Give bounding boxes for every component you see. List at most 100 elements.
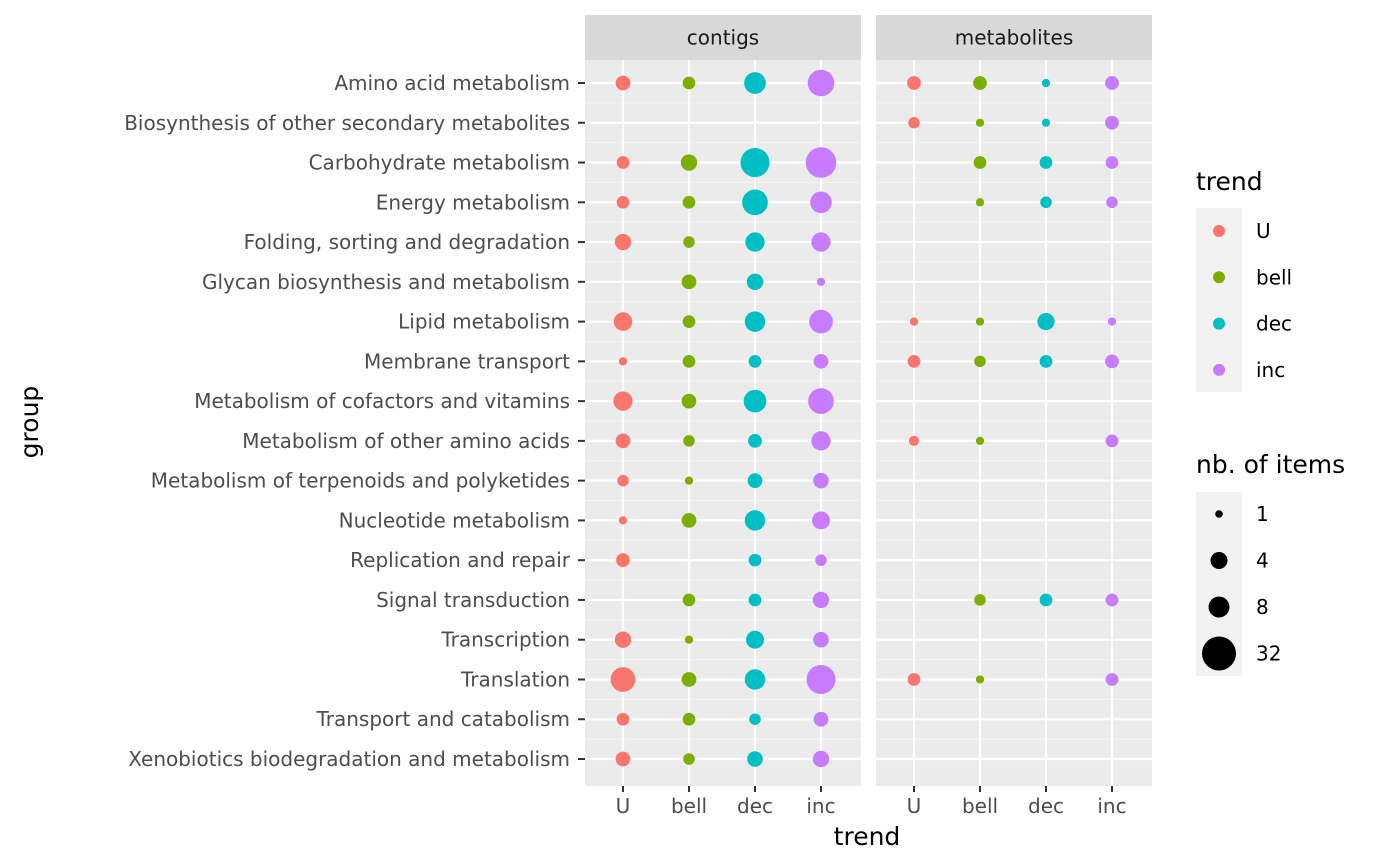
point-contigs-nucleotide-metabolism-bell: [681, 513, 697, 528]
y-tick-label-metabolism-of-terpenoids-and-polyketides: Metabolism of terpenoids and polyketides: [151, 469, 570, 493]
y-tick-label-translation: Translation: [460, 667, 570, 691]
point-metabolites-biosynthesis-of-other-secondary-metabolites-dec: [1041, 118, 1051, 127]
panel-contigs: contigs U bell dec inc: [585, 15, 861, 818]
point-contigs-replication-and-repair-u: [616, 553, 630, 568]
point-contigs-metabolism-of-other-amino-acids-dec: [748, 433, 762, 448]
point-metabolites-energy-metabolism-inc: [1106, 196, 1118, 209]
strip-label-contigs: contigs: [687, 26, 759, 50]
point-contigs-transport-and-catabolism-inc: [813, 711, 829, 727]
x-tick-label-metabolites-u: U: [907, 794, 922, 818]
point-metabolites-signal-transduction-dec: [1039, 593, 1053, 607]
y-tick-label-amino-acid-metabolism: Amino acid metabolism: [334, 71, 570, 95]
point-contigs-nucleotide-metabolism-inc: [812, 511, 830, 530]
legend-size-title: nb. of items: [1196, 450, 1345, 479]
point-contigs-transport-and-catabolism-bell: [682, 712, 696, 726]
point-contigs-lipid-metabolism-bell: [682, 315, 696, 328]
point-contigs-membrane-transport-inc: [813, 353, 829, 369]
point-metabolites-energy-metabolism-bell: [975, 198, 985, 207]
y-tick-label-xenobiotics-biodegradation-and-metabolism: Xenobiotics biodegradation and metabolis…: [128, 747, 570, 771]
point-contigs-xenobiotics-biodegradation-and-metabolism-bell: [683, 753, 695, 765]
y-tick-label-signal-transduction: Signal transduction: [376, 588, 570, 612]
point-contigs-transport-and-catabolism-u: [616, 712, 630, 726]
point-contigs-metabolism-of-terpenoids-and-polyketides-inc: [813, 472, 829, 489]
point-contigs-transport-and-catabolism-dec: [749, 713, 761, 725]
legend-size-key-32: [1202, 636, 1236, 671]
legend-size-label-32: 32: [1256, 642, 1281, 666]
point-metabolites-membrane-transport-dec: [1039, 354, 1053, 368]
point-contigs-metabolism-of-terpenoids-and-polyketides-dec: [747, 473, 763, 489]
point-contigs-metabolism-of-cofactors-and-vitamins-inc: [808, 388, 834, 414]
point-contigs-translation-inc: [806, 664, 836, 694]
point-metabolites-carbohydrate-metabolism-inc: [1105, 156, 1119, 169]
point-contigs-translation-bell: [681, 672, 697, 687]
x-tick-label-metabolites-bell: bell: [962, 794, 998, 818]
x-axis-title: trend: [834, 822, 901, 851]
point-metabolites-biosynthesis-of-other-secondary-metabolites-u: [908, 117, 920, 129]
legend-trend-label-bell: bell: [1256, 265, 1292, 289]
point-contigs-transcription-dec: [746, 630, 764, 649]
point-metabolites-lipid-metabolism-dec: [1037, 312, 1055, 331]
y-tick-label-metabolism-of-cofactors-and-vitamins: Metabolism of cofactors and vitamins: [194, 389, 570, 413]
point-contigs-nucleotide-metabolism-dec: [744, 510, 766, 531]
panel-background: [585, 60, 861, 786]
legend-size-label-8: 8: [1256, 595, 1269, 619]
point-contigs-energy-metabolism-dec: [742, 189, 768, 216]
point-contigs-amino-acid-metabolism-dec: [744, 72, 766, 94]
legend-trend-key-inc: [1213, 363, 1225, 376]
point-contigs-glycan-biosynthesis-and-metabolism-bell: [681, 274, 697, 290]
point-contigs-signal-transduction-inc: [812, 591, 830, 609]
point-metabolites-metabolism-of-other-amino-acids-u: [908, 435, 920, 446]
point-contigs-lipid-metabolism-u: [613, 312, 633, 331]
x-tick-label-contigs-inc: inc: [806, 794, 835, 818]
point-contigs-signal-transduction-dec: [748, 593, 762, 607]
point-metabolites-carbohydrate-metabolism-dec: [1039, 156, 1053, 169]
legend-trend-label-inc: inc: [1256, 358, 1285, 382]
y-tick-label-nucleotide-metabolism: Nucleotide metabolism: [339, 508, 570, 532]
legend-size: nb. of items 1 4 8 32: [1196, 450, 1345, 676]
point-contigs-xenobiotics-biodegradation-and-metabolism-inc: [812, 750, 830, 768]
x-tick-label-metabolites-dec: dec: [1028, 794, 1064, 818]
point-contigs-metabolism-of-other-amino-acids-bell: [683, 435, 695, 447]
point-contigs-membrane-transport-bell: [682, 354, 696, 368]
y-tick-label-replication-and-repair: Replication and repair: [350, 548, 571, 572]
point-metabolites-amino-acid-metabolism-dec: [1041, 78, 1051, 88]
point-contigs-metabolism-of-terpenoids-and-polyketides-u: [617, 474, 629, 487]
legend-trend-title: trend: [1196, 167, 1263, 196]
y-tick-label-energy-metabolism: Energy metabolism: [376, 190, 570, 214]
legend-trend-label-dec: dec: [1256, 312, 1292, 336]
y-tick-label-transport-and-catabolism: Transport and catabolism: [316, 707, 571, 731]
legend-trend-key-u: [1213, 225, 1225, 237]
x-tick-label-contigs-u: U: [616, 794, 631, 818]
point-metabolites-lipid-metabolism-bell: [975, 317, 985, 326]
point-contigs-membrane-transport-dec: [748, 354, 762, 368]
point-metabolites-amino-acid-metabolism-inc: [1105, 76, 1119, 90]
point-contigs-transcription-u: [614, 631, 632, 648]
point-metabolites-membrane-transport-bell: [974, 355, 986, 368]
point-contigs-folding-sorting-and-degradation-inc: [811, 232, 831, 252]
point-metabolites-translation-u: [907, 673, 921, 686]
strip-background: [876, 15, 1152, 60]
legend-size-label-4: 4: [1256, 549, 1269, 573]
point-contigs-translation-u: [610, 667, 636, 692]
point-contigs-carbohydrate-metabolism-dec: [740, 148, 770, 178]
point-contigs-carbohydrate-metabolism-inc: [805, 147, 837, 178]
point-contigs-nucleotide-metabolism-u: [618, 516, 628, 525]
point-contigs-metabolism-of-other-amino-acids-u: [615, 433, 631, 449]
point-contigs-folding-sorting-and-degradation-bell: [683, 236, 695, 248]
point-metabolites-signal-transduction-inc: [1105, 593, 1119, 607]
point-contigs-carbohydrate-metabolism-bell: [680, 154, 698, 171]
point-contigs-transcription-bell: [684, 635, 694, 644]
point-contigs-lipid-metabolism-inc: [809, 309, 833, 334]
point-contigs-translation-dec: [744, 669, 766, 690]
legend-trend-key-dec: [1213, 317, 1225, 330]
point-metabolites-energy-metabolism-dec: [1040, 196, 1052, 209]
point-contigs-signal-transduction-bell: [682, 593, 696, 607]
point-metabolites-lipid-metabolism-inc: [1107, 317, 1117, 326]
point-contigs-energy-metabolism-inc: [810, 191, 832, 214]
point-metabolites-amino-acid-metabolism-bell: [973, 76, 987, 90]
y-tick-label-carbohydrate-metabolism: Carbohydrate metabolism: [309, 151, 570, 175]
point-contigs-xenobiotics-biodegradation-and-metabolism-dec: [747, 751, 763, 767]
y-tick-label-membrane-transport: Membrane transport: [364, 349, 570, 373]
point-contigs-glycan-biosynthesis-and-metabolism-dec: [746, 273, 764, 291]
